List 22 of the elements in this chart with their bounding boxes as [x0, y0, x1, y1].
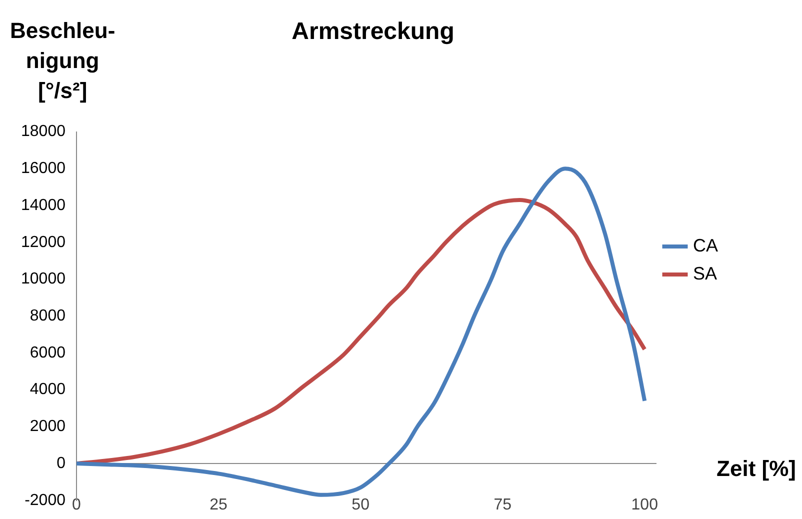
y-tick-label: 4000	[30, 381, 66, 398]
legend-label: CA	[692, 235, 718, 256]
y-tick-label: 8000	[30, 308, 66, 325]
y-tick-label: 10000	[20, 270, 66, 288]
x-axis-title: Zeit [%]	[716, 456, 796, 482]
y-tick-label: 18000	[20, 123, 66, 140]
chart-title: Armstreckung	[292, 18, 454, 46]
y-tick-label: 14000	[20, 196, 66, 214]
x-tick-label: 0	[72, 496, 82, 514]
y-tick-label: -2000	[24, 492, 66, 509]
x-tick-label: 25	[210, 496, 228, 514]
line-series	[76, 166, 647, 497]
legend-label: SA	[692, 263, 718, 284]
x-tick-label: 75	[494, 496, 512, 514]
y-tick-label: 2000	[30, 418, 66, 436]
y-tick-label: 12000	[20, 234, 66, 251]
y-tick-label: 6000	[30, 344, 66, 362]
y-tick-label: 16000	[20, 160, 66, 178]
y-axis-title: Beschleu- nigung [°/s²]	[10, 17, 116, 105]
x-tick-label: 100	[631, 496, 658, 514]
y-tick-label: 0	[56, 454, 66, 472]
x-tick-label: 50	[352, 496, 370, 514]
